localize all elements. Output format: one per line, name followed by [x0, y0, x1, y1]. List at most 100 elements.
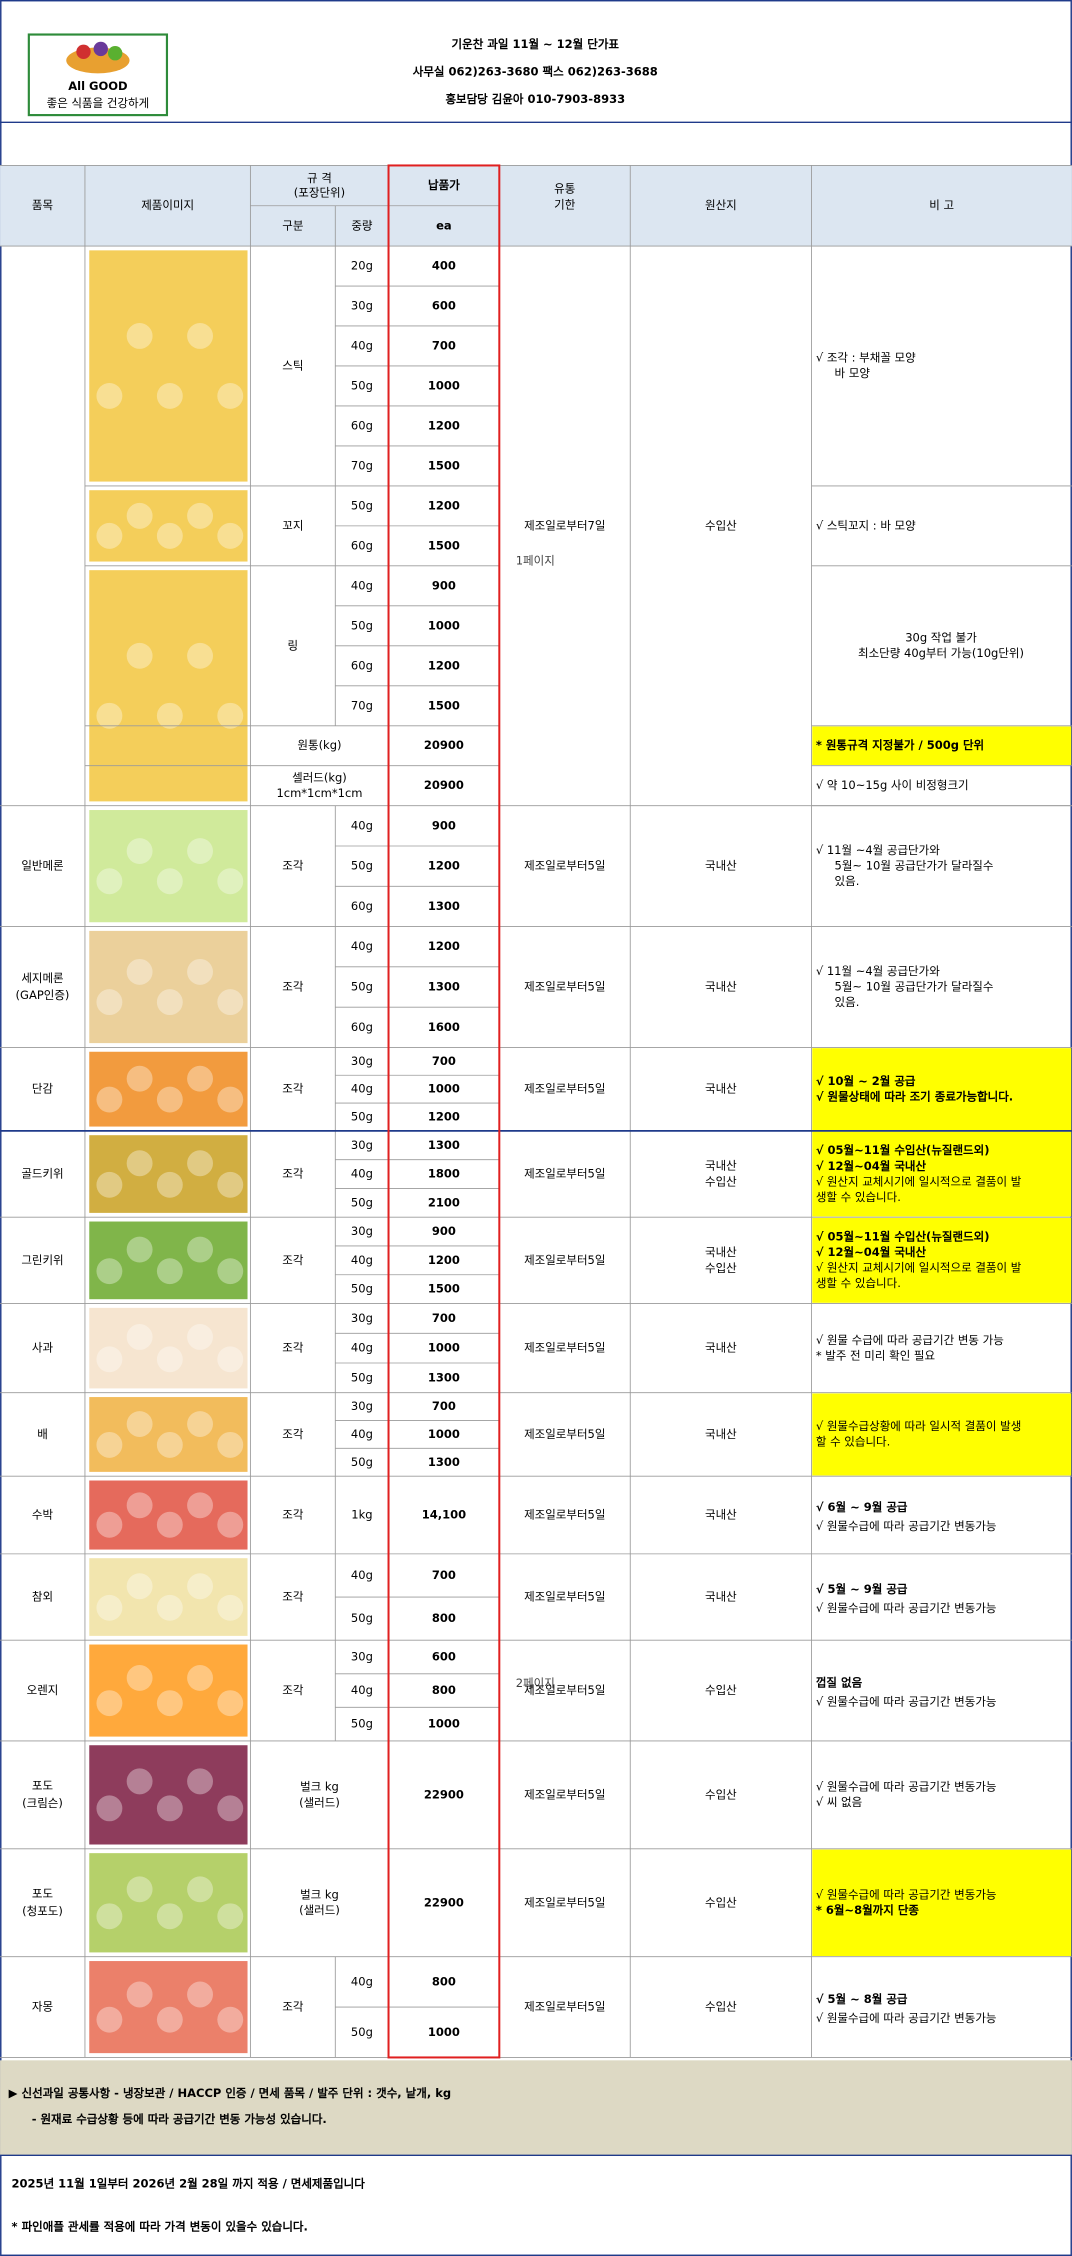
header-cell: 원산지: [705, 198, 737, 212]
product-image-detail: [96, 1431, 123, 1458]
price: 1000: [428, 1717, 460, 1731]
product-image-detail: [126, 502, 153, 529]
product-image-detail: [156, 1258, 183, 1285]
weight: 30g: [351, 1224, 373, 1238]
kind: 스틱: [282, 358, 303, 372]
price: 1300: [428, 899, 460, 913]
price: 22900: [424, 1787, 464, 1801]
product-name: 자몽: [32, 2000, 53, 2014]
product-image-detail: [126, 1324, 153, 1350]
origin: 국내산: [705, 1590, 737, 1604]
product-name: 수박: [32, 1508, 54, 1522]
product-name: (크림슨): [22, 1796, 63, 1810]
note-line: √ 원산지 교체시기에 일시적으로 결품이 발: [816, 1174, 1022, 1188]
watermark: 1페이지: [516, 554, 555, 568]
origin: 수입산: [705, 1895, 737, 1909]
product-image-detail: [156, 1431, 183, 1458]
product-image: [89, 1397, 248, 1472]
price: 700: [432, 1311, 456, 1325]
product-image-detail: [217, 1431, 244, 1458]
product-image-detail: [156, 1086, 183, 1113]
product-image: [89, 1745, 248, 1845]
product-image-detail: [187, 1573, 213, 1600]
product-image-detail: [96, 1086, 123, 1113]
shelf-life: 제조일로부터5일: [524, 1167, 605, 1181]
weight: 20g: [351, 259, 373, 273]
price: 800: [432, 1611, 456, 1625]
origin: 국내산: [705, 1427, 737, 1441]
product-name: 참외: [32, 1590, 53, 1604]
product-image-detail: [96, 1903, 123, 1930]
note-line: √ 11월 ~4월 공급단가와: [816, 843, 940, 857]
weight: 40g: [351, 1341, 373, 1355]
kind: 조각: [282, 1508, 304, 1522]
note-line: 5월~ 10월 공급단가가 달라질수: [835, 980, 994, 994]
note-bg: [812, 1131, 1072, 1217]
shelf-life: 제조일로부터5일: [524, 1253, 605, 1267]
weight: 40g: [351, 1253, 373, 1267]
weight: 40g: [351, 338, 373, 352]
product-name: 포도: [32, 1779, 53, 1793]
price-column-frame: [387, 164, 501, 2059]
price: 22900: [424, 1895, 464, 1909]
footer-bg: [0, 2060, 1072, 2156]
note-line: 바 모양: [835, 366, 871, 380]
product-name: 일반메론: [21, 859, 63, 873]
header-cell: 제품이미지: [141, 198, 194, 212]
weight: 50g: [351, 1195, 373, 1209]
product-image-detail: [187, 1065, 213, 1092]
product-image: [89, 1853, 248, 1953]
note-line: √ 원물수급상황에 따라 일시적 결품이 발생: [816, 1419, 1021, 1433]
product-name: 포도: [32, 1887, 53, 1901]
product-image-detail: [156, 2006, 183, 2033]
product-image-detail: [126, 323, 153, 349]
note-line: 껍질 없음: [816, 1675, 863, 1689]
shelf-life: 제조일로부터5일: [524, 980, 605, 994]
weight: 1kg: [351, 1508, 372, 1522]
product-image-detail: [126, 1236, 153, 1263]
price: 1200: [428, 939, 460, 953]
price: 1000: [428, 1082, 460, 1096]
shelf-life: 제조일로부터5일: [524, 1787, 605, 1801]
product-name: (청포도): [22, 1904, 63, 1918]
weight: 50g: [351, 498, 373, 512]
product-image-detail: [126, 1065, 153, 1092]
note-line: 5월~ 10월 공급단가가 달라질수: [835, 859, 994, 873]
note-line: 생할 수 있습니다.: [816, 1276, 901, 1290]
product-image-detail: [156, 522, 183, 549]
product-image: [89, 1307, 248, 1389]
note-line: √ 원물수급에 따라 공급기간 변동가능: [816, 1695, 997, 1709]
weight: 30g: [351, 1311, 373, 1325]
note-line: √ 05월~11월 수입산(뉴질랜드외): [816, 1230, 990, 1244]
note-bg: [812, 726, 1072, 766]
kind: 벌크 kg: [300, 1887, 339, 1901]
product-image-detail: [187, 1768, 213, 1795]
note-line: 있음.: [835, 995, 860, 1009]
note-line: * 원통규격 지정불가 / 500g 단위: [816, 738, 984, 752]
note-line: 생할 수 있습니다.: [816, 1190, 901, 1204]
weight: 40g: [351, 1683, 373, 1697]
title-line: 기운찬 과일 11월 ~ 12월 단가표: [452, 37, 620, 51]
shelf-life: 제조일로부터5일: [524, 2000, 605, 2014]
product-image-detail: [96, 868, 123, 895]
product-image-detail: [217, 1594, 244, 1621]
product-image-detail: [96, 1690, 123, 1717]
weight: 60g: [351, 658, 373, 672]
header-cell: ea: [436, 218, 452, 232]
table-header-bg: [0, 165, 1072, 247]
note-line: √ 스틱꼬지 : 바 모양: [816, 518, 916, 532]
product-image-detail: [187, 1150, 213, 1177]
price: 900: [432, 578, 456, 592]
weight: 40g: [351, 1427, 373, 1441]
product-image-detail: [217, 1171, 244, 1198]
product-image-detail: [126, 642, 153, 669]
product-image-detail: [217, 702, 244, 729]
origin: 국내산: [705, 1508, 737, 1522]
footer-common: ▶ 신선과일 공통사항 - 냉장보관 / HACCP 인증 / 면세 품목 / …: [9, 2086, 451, 2100]
weight: 70g: [351, 698, 373, 712]
note-line: √ 원산지 교체시기에 일시적으로 결품이 발: [816, 1261, 1022, 1275]
price: 20900: [424, 778, 464, 792]
kind: 벌크 kg: [300, 1779, 339, 1793]
kind: 조각: [282, 859, 304, 873]
